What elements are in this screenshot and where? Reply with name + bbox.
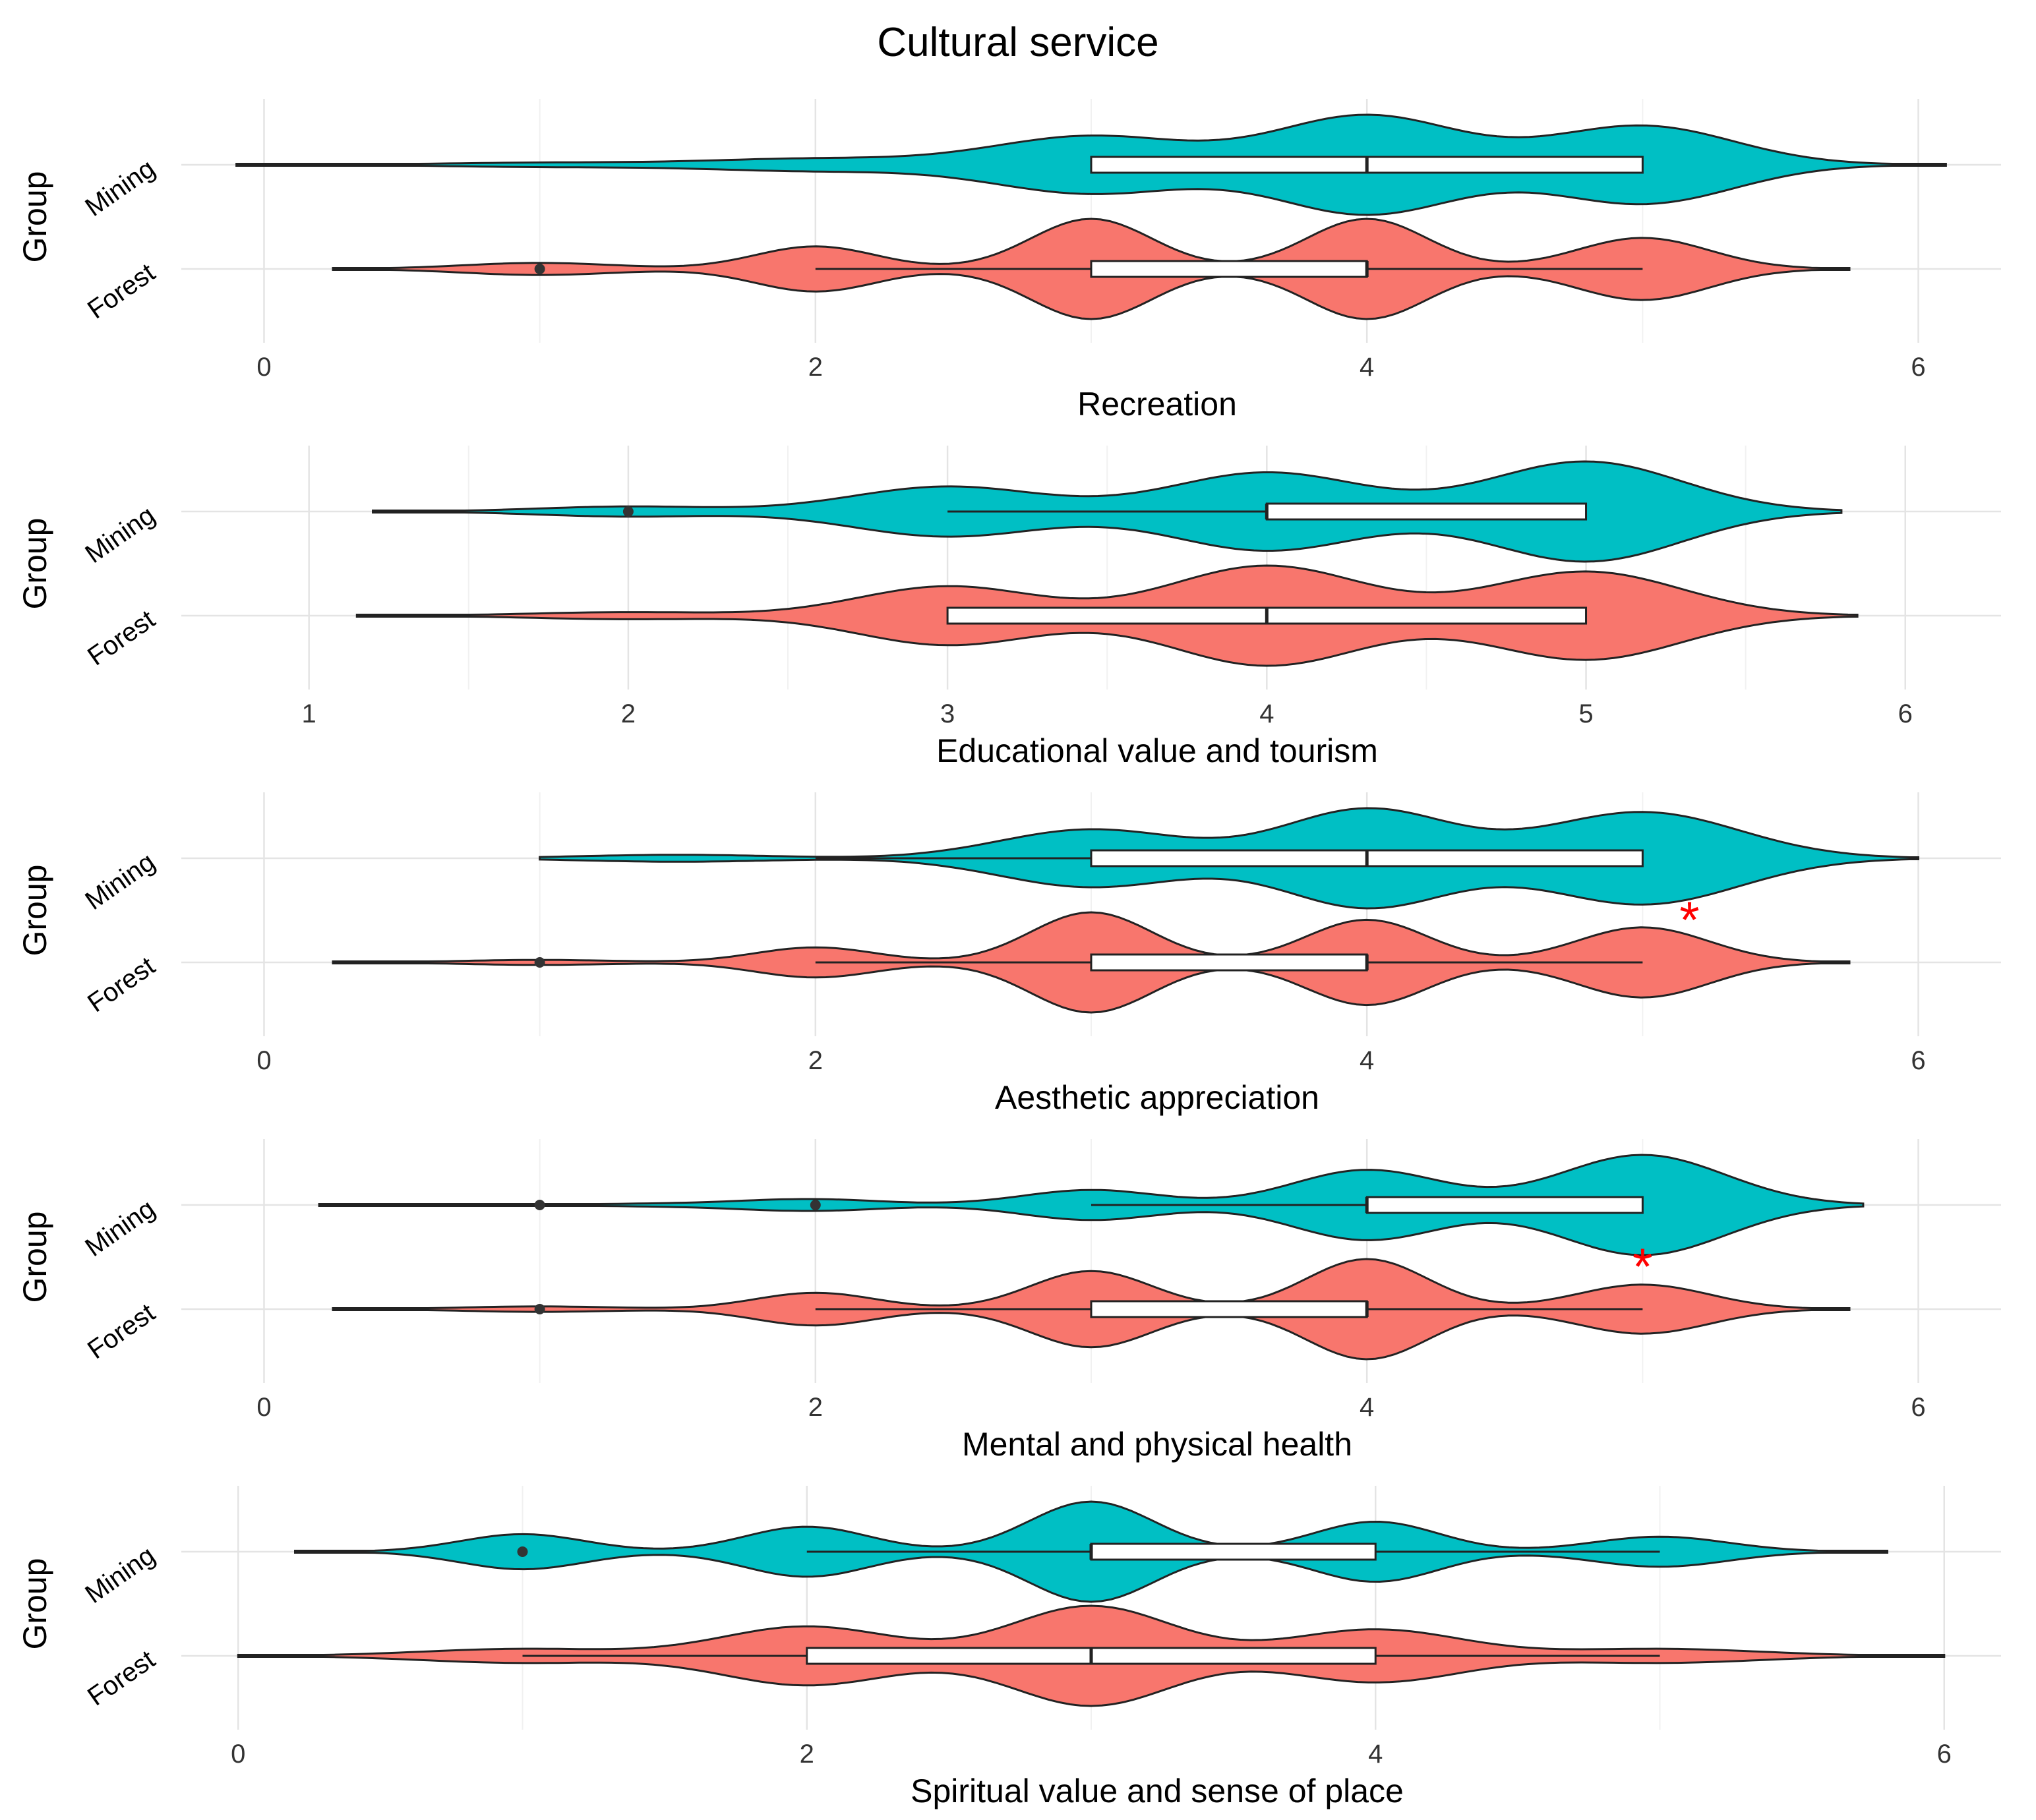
outlier-point-mining — [622, 506, 634, 517]
x-tick-label: 2 — [808, 353, 823, 382]
x-tick-label: 2 — [808, 1046, 823, 1075]
x-tick-label: 1 — [302, 699, 316, 728]
y-axis-title: Group — [16, 518, 53, 610]
x-tick-label: 6 — [1911, 353, 1925, 382]
outlier-point-forest — [534, 1304, 545, 1314]
x-tick-label: 4 — [1360, 1393, 1374, 1422]
panel-aesthetic-appreciation: Mining Forest * Group 0 2 4 6 Aesthetic apprecia… — [16, 792, 2001, 1116]
category-label-mining: Mining — [80, 1541, 160, 1609]
x-tick-label: 6 — [1898, 699, 1913, 728]
x-tick-label: 2 — [621, 699, 636, 728]
x-tick-label: 0 — [256, 1046, 271, 1075]
category-label-mining: Mining — [80, 154, 160, 222]
significance-marker: * — [1679, 891, 1699, 949]
box-forest — [1090, 260, 1368, 278]
category-label-forest: Forest — [82, 1298, 160, 1365]
box-mining — [1265, 502, 1588, 521]
box-mining — [1365, 1196, 1644, 1214]
category-label-forest: Forest — [82, 258, 160, 324]
outlier-point-mining — [517, 1546, 528, 1557]
significance-marker: * — [1632, 1237, 1652, 1295]
y-axis-title: Group — [16, 1212, 53, 1303]
outlier-point-mining — [534, 1200, 545, 1210]
outlier-point-forest — [534, 957, 545, 968]
y-axis-title: Group — [16, 171, 53, 263]
panel-spiritual-value-and-sense-of-place: Mining Forest Group 0 2 4 6 Spiritual value and… — [16, 1486, 2001, 1809]
x-tick-label: 6 — [1911, 1393, 1925, 1422]
x-tick-label: 0 — [256, 353, 271, 382]
x-tick-label: 2 — [800, 1740, 814, 1769]
category-label-forest: Forest — [82, 951, 160, 1018]
x-tick-label: 0 — [231, 1740, 245, 1769]
x-tick-label: 5 — [1578, 699, 1593, 728]
x-axis-title: Aesthetic appreciation — [995, 1079, 1319, 1116]
x-tick-label: 2 — [808, 1393, 823, 1422]
category-label-mining: Mining — [80, 500, 160, 569]
x-tick-label: 6 — [1937, 1740, 1952, 1769]
x-tick-label: 6 — [1911, 1046, 1925, 1075]
y-axis-title: Group — [16, 1558, 53, 1650]
chart-title: Cultural service — [877, 20, 1158, 65]
outlier-point-forest — [534, 264, 545, 274]
x-axis-title: Spiritual value and sense of place — [911, 1773, 1404, 1809]
x-tick-label: 3 — [940, 699, 955, 728]
x-tick-label: 4 — [1259, 699, 1274, 728]
x-tick-label: 4 — [1360, 353, 1374, 382]
panel-educational-value-and-tourism: Mining Forest Group 1 2 3 4 5 6 Educational value… — [16, 446, 2001, 769]
x-tick-label: 0 — [256, 1393, 271, 1422]
category-label-mining: Mining — [80, 1194, 160, 1262]
box-forest — [1090, 1300, 1368, 1318]
box-forest — [1090, 953, 1368, 972]
x-tick-label: 4 — [1360, 1046, 1374, 1075]
panels: Mining Forest Group 0 2 4 6 Recreation Mining For… — [16, 99, 2001, 1809]
y-axis-title: Group — [16, 865, 53, 956]
panel-mental-and-physical-health: Mining Forest * Group 0 2 4 6 Mental and physica… — [16, 1139, 2001, 1463]
x-axis-title: Mental and physical health — [962, 1426, 1352, 1463]
panel-recreation: Mining Forest Group 0 2 4 6 Recreation — [16, 99, 2001, 423]
box-mining — [1090, 1542, 1377, 1561]
x-tick-label: 4 — [1368, 1740, 1383, 1769]
category-label-mining: Mining — [80, 847, 160, 916]
outlier-point-mining — [810, 1200, 821, 1210]
category-label-forest: Forest — [82, 604, 160, 671]
x-axis-title: Educational value and tourism — [936, 732, 1378, 769]
x-axis-title: Recreation — [1077, 386, 1237, 423]
category-label-forest: Forest — [82, 1645, 160, 1711]
